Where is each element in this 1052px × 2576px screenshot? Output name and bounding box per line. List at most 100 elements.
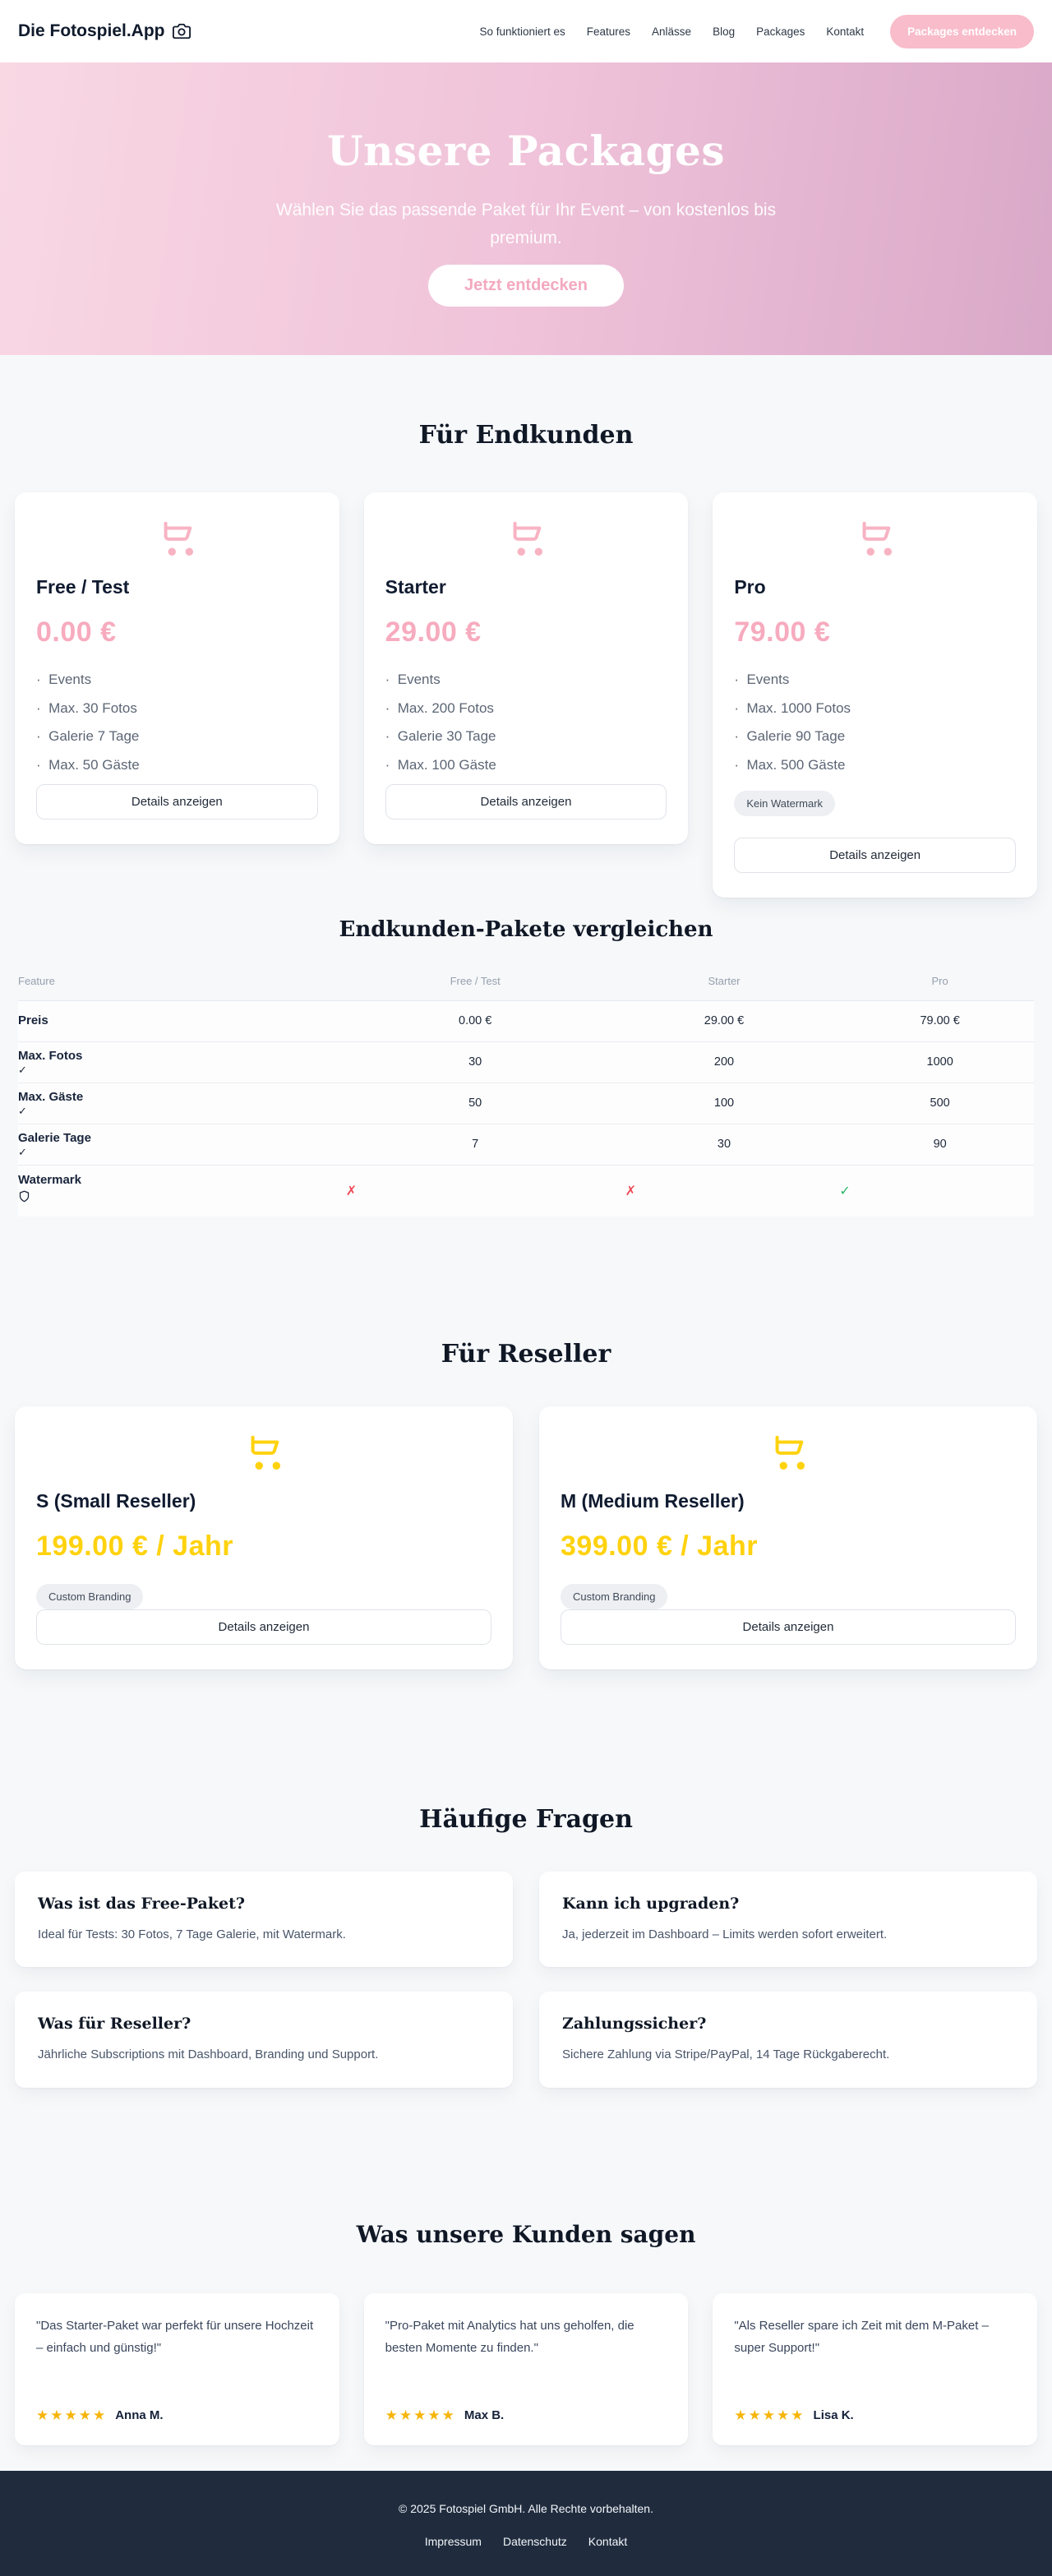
faq-answer: Ja, jederzeit im Dashboard – Limits werd… [562, 1927, 888, 1941]
cell-value: 500 [930, 1096, 950, 1110]
cart-icon [769, 1433, 807, 1470]
nav-link-blog[interactable]: Blog [713, 25, 736, 38]
cell-value: 7 [472, 1138, 479, 1152]
cart-icon [856, 519, 894, 556]
hero-subtitle: Wählen Sie das passende Paket für Ihr Ev… [275, 201, 777, 247]
feature-item: Max. 200 Fotos [385, 699, 667, 719]
column-header-feature: Feature [18, 974, 55, 987]
testimonial-card: "Das Starter-Paket war perfekt für unser… [15, 2292, 339, 2445]
cross-icon: ✗ [345, 1184, 358, 1198]
feature-item: Events [385, 670, 667, 690]
faq-item: Zahlungssicher? Sichere Zahlung via Stri… [539, 1992, 1037, 2088]
check-icon: ✓ [18, 1105, 27, 1118]
testimonial-card: "Als Reseller spare ich Zeit mit dem M-P… [713, 2292, 1037, 2445]
testimonial-grid: "Das Starter-Paket war perfekt für unser… [15, 2292, 1037, 2445]
package-price: 199.00 € / Jahr [36, 1530, 234, 1562]
footer-links: Impressum Datenschutz Kontakt [0, 2535, 1052, 2548]
cell-value: 79.00 € [920, 1014, 960, 1028]
compare-section-title: Endkunden-Pakete vergleichen [339, 916, 713, 942]
main-nav: So funktioniert es Features Anlässe Blog… [479, 14, 1034, 48]
cart-icon [507, 519, 545, 556]
app-logo[interactable]: Die Fotospiel.App [18, 21, 191, 41]
reseller-section-title: Für Reseller [441, 1339, 611, 1369]
cell-value: 29.00 € [704, 1014, 745, 1028]
feature-item: Max. 50 Gäste [36, 755, 318, 776]
testimonial-meta: ★★★★★ Lisa K. [734, 2389, 1016, 2424]
table-row-max-fotos: Max. Fotos ✓ 30 200 1000 [18, 1041, 1034, 1083]
nav-link-anlaesse[interactable]: Anlässe [652, 25, 692, 38]
reseller-card-m: M (Medium Reseller) 399.00 € / Jahr Cust… [539, 1406, 1037, 1669]
package-name: Free / Test [36, 576, 130, 598]
star-rating-icon: ★★★★★ [385, 2407, 456, 2423]
custom-branding-badge: Custom Branding [561, 1583, 668, 1609]
feature-item: Galerie 90 Tage [734, 727, 1016, 747]
package-name: M (Medium Reseller) [561, 1489, 745, 1512]
package-name: Pro [734, 576, 766, 598]
cart-icon [245, 1433, 283, 1470]
faq-grid: Was ist das Free-Paket? Ideal für Tests:… [15, 1871, 1037, 2088]
cell-value: 1000 [926, 1055, 953, 1069]
nav-link-kontakt[interactable]: Kontakt [826, 25, 865, 38]
faq-item: Was ist das Free-Paket? Ideal für Tests:… [15, 1871, 513, 1968]
details-anzeigen-button[interactable]: Details anzeigen [734, 837, 1016, 873]
faq-answer: Sichere Zahlung via Stripe/PayPal, 14 Ta… [562, 2047, 890, 2062]
cell-value: 0.00 € [459, 1014, 492, 1028]
package-name: S (Small Reseller) [36, 1489, 196, 1512]
hero-title: Unsere Packages [326, 127, 726, 175]
faq-answer: Jährliche Subscriptions mit Dashboard, B… [38, 2047, 379, 2062]
testimonial-quote: "Pro-Paket mit Analytics hat uns geholfe… [385, 2318, 634, 2355]
cell-value: 30 [468, 1055, 482, 1069]
cell-value: 200 [713, 1055, 735, 1069]
row-label: Max. Fotos [18, 1048, 83, 1063]
faq-item: Was für Reseller? Jährliche Subscription… [15, 1992, 513, 2088]
faq-question: Was für Reseller? [38, 2015, 191, 2034]
feature-list: Events Max. 1000 Fotos Galerie 90 Tage M… [734, 670, 1016, 784]
testimonial-quote: "Als Reseller spare ich Zeit mit dem M-P… [734, 2318, 989, 2355]
nav-link-features[interactable]: Features [586, 25, 631, 38]
footer-link-kontakt[interactable]: Kontakt [588, 2534, 628, 2548]
testimonial-meta: ★★★★★ Max B. [385, 2389, 667, 2424]
pricing-card-starter: Starter 29.00 € Events Max. 200 Fotos Ga… [363, 492, 689, 844]
table-row-preis: Preis 0.00 € 29.00 € 79.00 € [18, 1000, 1034, 1042]
testimonial-author: Anna M. [115, 2408, 164, 2423]
faq-section-title: Häufige Fragen [419, 1804, 633, 1834]
details-anzeigen-button[interactable]: Details anzeigen [36, 1609, 491, 1645]
camera-icon [172, 22, 191, 40]
table-row-max-gaeste: Max. Gäste ✓ 50 100 500 [18, 1083, 1034, 1124]
logo-text: Die Fotospiel.App [18, 21, 165, 40]
faq-answer: Ideal für Tests: 30 Fotos, 7 Tage Galeri… [38, 1927, 346, 1941]
feature-item: Galerie 30 Tage [385, 727, 667, 747]
column-header-pro: Pro [931, 974, 948, 987]
footer-link-datenschutz[interactable]: Datenschutz [502, 2534, 567, 2548]
footer: © 2025 Fotospiel GmbH. Alle Rechte vorbe… [0, 2470, 1052, 2576]
feature-item: Max. 500 Gäste [734, 755, 1016, 776]
check-icon: ✓ [839, 1184, 851, 1198]
nav-link-so-funktioniert-es[interactable]: So funktioniert es [479, 25, 565, 38]
jetzt-entdecken-button[interactable]: Jetzt entdecken [427, 265, 625, 307]
details-anzeigen-button[interactable]: Details anzeigen [36, 783, 318, 819]
footer-link-impressum[interactable]: Impressum [424, 2534, 482, 2548]
table-row-galerie-tage: Galerie Tage ✓ 7 30 90 [18, 1124, 1034, 1166]
check-icon: ✓ [18, 1064, 27, 1077]
details-anzeigen-button[interactable]: Details anzeigen [561, 1609, 1016, 1645]
cell-value: 100 [713, 1096, 735, 1110]
testimonial-author: Lisa K. [813, 2408, 854, 2423]
pricing-card-free: Free / Test 0.00 € Events Max. 30 Fotos … [15, 492, 339, 844]
details-anzeigen-button[interactable]: Details anzeigen [385, 783, 667, 819]
packages-entdecken-button[interactable]: Packages entdecken [890, 14, 1034, 48]
copyright-text: © 2025 Fotospiel GmbH. Alle Rechte vorbe… [399, 2501, 653, 2515]
testimonial-meta: ★★★★★ Anna M. [36, 2389, 318, 2424]
feature-item: Max. 30 Fotos [36, 699, 318, 719]
nav-link-packages[interactable]: Packages [756, 25, 805, 38]
column-header-free: Free / Test [450, 974, 501, 987]
package-price: 0.00 € [36, 616, 117, 648]
endkunden-section-title: Für Endkunden [418, 421, 634, 450]
row-label: Max. Gäste [18, 1089, 84, 1104]
pricing-card-pro: Pro 79.00 € Events Max. 1000 Fotos Galer… [713, 492, 1037, 898]
feature-list: Events Max. 30 Fotos Galerie 7 Tage Max.… [36, 670, 318, 784]
star-rating-icon: ★★★★★ [36, 2407, 108, 2423]
testimonial-author: Max B. [464, 2408, 505, 2423]
feature-item: Max. 100 Gäste [385, 755, 667, 776]
column-header-starter: Starter [708, 974, 741, 987]
cross-icon: ✗ [625, 1184, 636, 1198]
